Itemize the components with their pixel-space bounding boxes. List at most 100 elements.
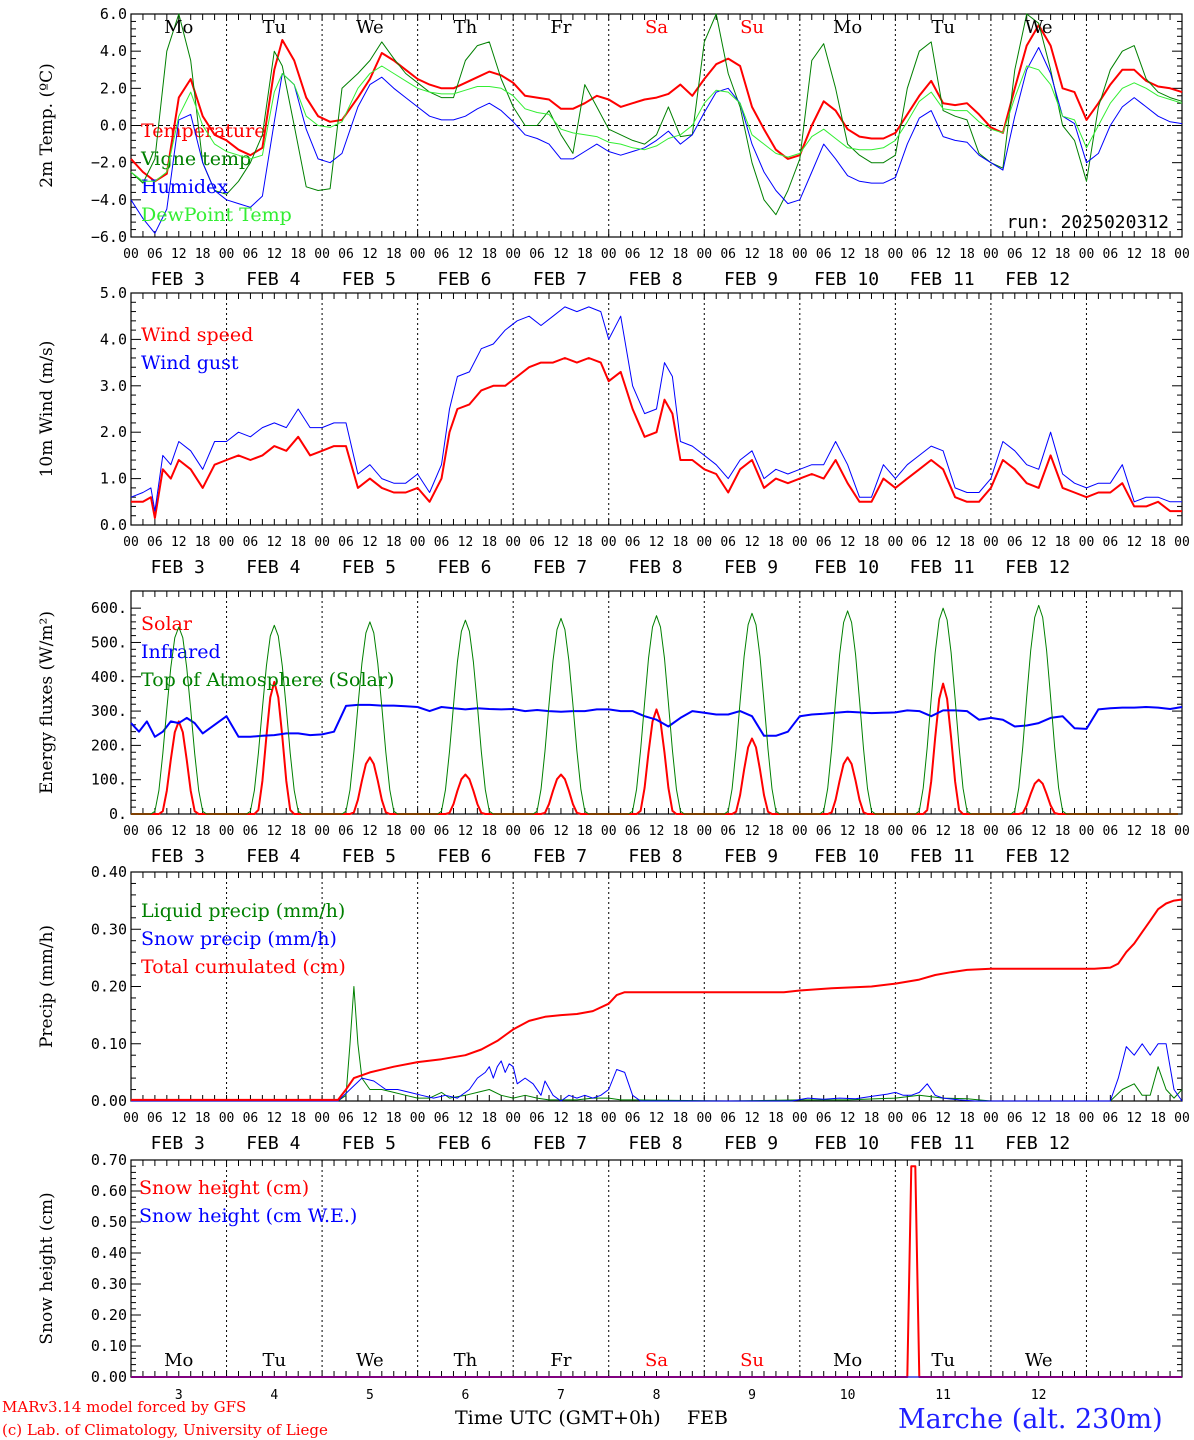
panel-4: 0.70 0.60 0.50 0.40 0.30 0.20 0.10 0.00 Snow hei… [37, 1151, 1183, 1403]
x-hour-label: 00 [792, 824, 808, 839]
y-tick-label: 0.00 [91, 1092, 127, 1110]
x-date-label: FEB 12 [1005, 557, 1070, 578]
x-hour-label: 12 [362, 247, 378, 262]
x-hour-label: 06 [625, 824, 641, 839]
x-hour-label: 00 [505, 535, 521, 550]
y-tick-label: 0. [109, 805, 127, 823]
x-hour-label: 06 [720, 1111, 736, 1126]
x-hour-label: 00 [219, 824, 235, 839]
y-tick-label: 0.10 [91, 1035, 127, 1053]
x-hour-label: 12 [553, 535, 569, 550]
x-hour-label: 12 [362, 535, 378, 550]
x-hour-label: 18 [195, 1111, 211, 1126]
day-name: Mo [164, 17, 193, 38]
x-hour-label: 18 [673, 824, 689, 839]
x-date-label: FEB 8 [628, 846, 682, 867]
x-hour-label: 18 [864, 535, 880, 550]
x-hour-label: 18 [577, 1111, 593, 1126]
x-hour-label: 00 [410, 535, 426, 550]
x-hour-label: 18 [864, 824, 880, 839]
x-hour-label: 00 [505, 1111, 521, 1126]
x-date-label: FEB 3 [151, 269, 205, 290]
day-number: 5 [366, 1388, 374, 1403]
x-hour-label: 18 [481, 247, 497, 262]
x-hour-label: 12 [1031, 824, 1047, 839]
x-date-label: FEB 11 [910, 269, 975, 290]
x-hour-label: 06 [816, 1111, 832, 1126]
x-hour-label: 12 [362, 824, 378, 839]
x-hour-label: 06 [625, 1111, 641, 1126]
x-hour-label: 00 [123, 247, 139, 262]
x-hour-label: 06 [243, 1111, 259, 1126]
x-hour-label: 12 [1126, 247, 1142, 262]
y-tick-label: 0.30 [91, 920, 127, 938]
x-hour-label: 12 [935, 247, 951, 262]
x-hour-label: 06 [434, 824, 450, 839]
day-name: Tu [931, 1350, 955, 1371]
x-hour-label: 06 [720, 247, 736, 262]
x-hour-label: 06 [529, 1111, 545, 1126]
y-tick-label: 0.10 [91, 1337, 127, 1355]
station-name: Marche (alt. 230m) [898, 1404, 1163, 1435]
credit-model: MARv3.14 model forced by GFS [2, 1398, 246, 1416]
x-hour-label: 00 [983, 535, 999, 550]
x-hour-label: 00 [792, 247, 808, 262]
y-tick-label: 0.30 [91, 1275, 127, 1293]
x-hour-label: 12 [1126, 824, 1142, 839]
x-date-label: FEB 8 [628, 1133, 682, 1154]
x-hour-label: 12 [553, 1111, 569, 1126]
x-hour-label: 18 [1055, 535, 1071, 550]
day-name: Fr [550, 17, 571, 38]
x-hour-label: 12 [744, 824, 760, 839]
x-hour-label: 18 [1150, 1111, 1166, 1126]
x-hour-label: 12 [458, 247, 474, 262]
day-name: We [1025, 1350, 1053, 1371]
x-hour-label: 12 [840, 535, 856, 550]
x-hour-label: 12 [935, 824, 951, 839]
x-hour-label: 12 [935, 535, 951, 550]
x-date-label: FEB 12 [1005, 1133, 1070, 1154]
x-date-label: FEB 10 [814, 846, 879, 867]
day-name: Mo [833, 1350, 862, 1371]
day-number: 9 [748, 1388, 756, 1403]
x-hour-label: 18 [290, 824, 306, 839]
y-tick-label: 0.0 [100, 117, 127, 135]
x-hour-label: 00 [410, 1111, 426, 1126]
x-hour-label: 12 [1126, 535, 1142, 550]
day-number: 12 [1031, 1388, 1047, 1403]
x-hour-label: 06 [434, 535, 450, 550]
x-hour-label: 00 [983, 1111, 999, 1126]
day-number: 6 [461, 1388, 469, 1403]
legend-entry: Snow height (cm W.E.) [139, 1205, 357, 1227]
x-hour-label: 12 [266, 247, 282, 262]
legend-entry: Wind speed [141, 324, 253, 346]
x-hour-label: 06 [338, 247, 354, 262]
x-hour-label: 18 [768, 1111, 784, 1126]
x-axis-title-month: FEB [687, 1407, 728, 1429]
x-hour-label: 18 [768, 247, 784, 262]
x-hour-label: 12 [1126, 1111, 1142, 1126]
day-name: We [356, 1350, 384, 1371]
x-hour-label: 06 [816, 247, 832, 262]
series-line-snow-precip-mm-h [131, 1043, 1183, 1102]
x-hour-label: 12 [458, 824, 474, 839]
x-hour-label: 18 [481, 1111, 497, 1126]
x-hour-label: 12 [935, 1111, 951, 1126]
y-axis-label: 2m Temp. (ºC) [37, 63, 57, 188]
y-tick-label: 100. [91, 771, 127, 789]
day-name: Th [454, 1350, 478, 1371]
x-hour-label: 18 [386, 824, 402, 839]
x-hour-label: 12 [458, 1111, 474, 1126]
x-date-label: FEB 10 [814, 269, 879, 290]
legend-entry: Infrared [141, 641, 221, 663]
day-name: Tu [931, 17, 955, 38]
x-hour-label: 06 [911, 247, 927, 262]
x-hour-label: 12 [362, 1111, 378, 1126]
panel-1: 5.0 4.0 3.0 2.0 1.0 0.0 10m Wind (m/s) Wind spe… [37, 284, 1190, 578]
day-name: We [1025, 17, 1053, 38]
legend-entry: Snow precip (mm/h) [141, 928, 337, 950]
x-hour-label: 06 [816, 824, 832, 839]
x-hour-label: 18 [864, 247, 880, 262]
x-hour-label: 00 [505, 247, 521, 262]
x-hour-label: 00 [983, 824, 999, 839]
